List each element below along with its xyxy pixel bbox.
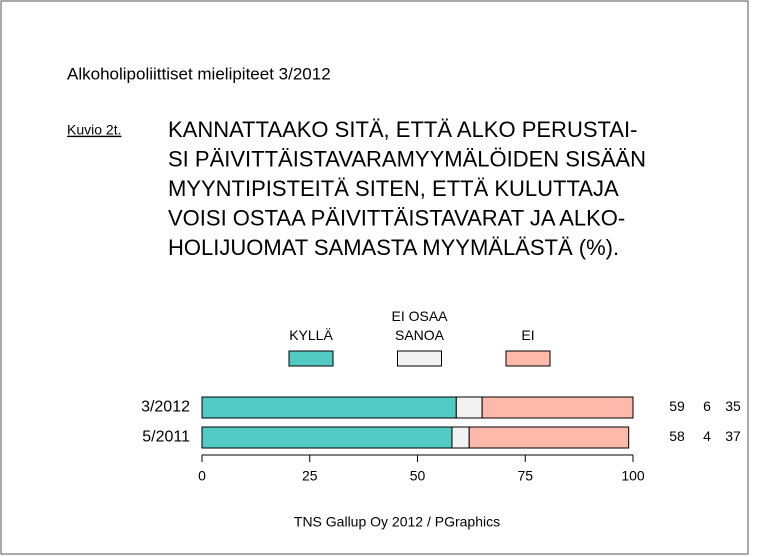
bar-segment <box>201 426 453 449</box>
y-tick-label: 5/2011 <box>142 429 190 446</box>
value-label: 6 <box>703 398 711 414</box>
bar-segment <box>481 396 634 419</box>
legend-label: KYLLÄ <box>289 327 333 343</box>
legend-swatch <box>505 350 551 367</box>
value-label: 59 <box>669 398 685 414</box>
bar-segment <box>451 426 470 449</box>
y-tick-label: 3/2012 <box>141 399 190 416</box>
x-tick-label: 75 <box>517 468 533 484</box>
x-tick-label: 25 <box>302 468 318 484</box>
x-tick-label: 0 <box>198 468 206 484</box>
legend-swatch <box>288 350 334 367</box>
legend-label: EI <box>521 327 535 343</box>
frame <box>0 0 749 555</box>
chart-title: Alkoholipoliittiset mielipiteet 3/2012 <box>67 64 331 83</box>
legend-swatch <box>397 350 442 367</box>
value-label: 37 <box>725 428 741 444</box>
x-tick-label: 100 <box>621 468 645 484</box>
figure-label: Kuvio 2t. <box>67 122 121 138</box>
source: TNS Gallup Oy 2012 / PGraphics <box>294 514 500 530</box>
value-label: 35 <box>725 398 741 414</box>
question-line: KANNATTAAKO SITÄ, ETTÄ ALKO PERUSTAI- <box>168 117 637 142</box>
question-line: SI PÄIVITTÄISTAVARAMYYMÄLÖIDEN SISÄÄN <box>168 146 646 171</box>
bar-segment <box>455 396 483 419</box>
legend-label: EI OSAA SANOA <box>391 308 448 343</box>
bar-segment <box>201 396 457 419</box>
question-line: MYYNTIPISTEITÄ SITEN, ETTÄ KULUTTAJA <box>168 176 619 201</box>
bar-segment <box>468 426 630 449</box>
question-line: VOISI OSTAA PÄIVITTÄISTAVARAT JA ALKO- <box>168 205 625 230</box>
x-tick-label: 50 <box>410 468 426 484</box>
value-label: 58 <box>669 428 685 444</box>
question-line: HOLIJUOMAT SAMASTA MYYMÄLÄSTÄ (%). <box>168 235 619 260</box>
value-label: 4 <box>703 428 711 444</box>
